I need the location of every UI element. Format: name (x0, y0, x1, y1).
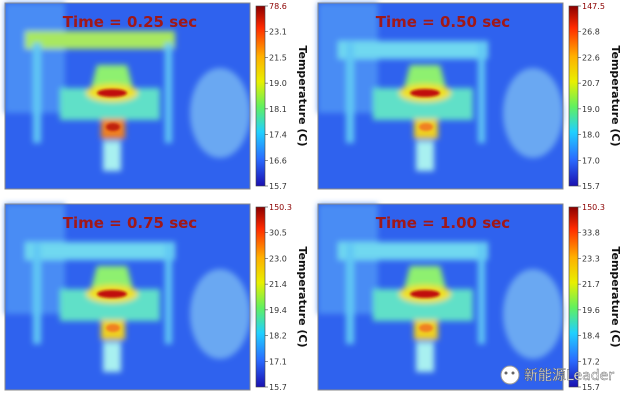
colorbar-tick-label: 21.5 (269, 53, 287, 62)
colorbar-tick-label: 19.0 (269, 79, 287, 88)
left-post (33, 244, 41, 344)
right-post (478, 43, 485, 143)
fixture (404, 266, 446, 289)
colorbar-tick-label: 19.6 (582, 306, 600, 315)
colorbar-label: Temperature (C) (296, 45, 309, 146)
colorbar-tick-label: 23.0 (269, 254, 287, 263)
colorbar-tick-label: 30.5 (269, 229, 287, 238)
colorbar-tick-label: 16.6 (269, 156, 287, 165)
colorbar-tick-label: 18.0 (582, 131, 600, 140)
colorbar-tick-label: 15.7 (269, 182, 287, 191)
colorbar-tick-label: 33.8 (582, 229, 600, 238)
image-frame (4, 2, 251, 190)
panel: Time = 0.75 sec 150.3 30.5 23.0 21.4 19.4 18.2… (4, 203, 309, 392)
colorbar-tick-label: 22.6 (582, 53, 600, 62)
thermal-image (317, 2, 564, 190)
base (416, 141, 434, 171)
colorbar-tick-label: 17.4 (269, 131, 287, 140)
core-lower (106, 123, 120, 131)
scene (318, 3, 563, 171)
colorbar-tick-label: 18.1 (269, 105, 287, 114)
colorbar-tick-label: 18.4 (582, 332, 600, 341)
upper-shelf (338, 41, 488, 59)
time-label: Time = 0.75 sec (63, 214, 197, 232)
right-post (478, 244, 485, 344)
core (97, 89, 127, 97)
core (410, 89, 440, 97)
watermark-text: 新能源Leader (524, 368, 614, 384)
colorbar-label: Temperature (C) (609, 45, 622, 146)
colorbar (568, 206, 579, 388)
hot-core (97, 89, 127, 131)
thermal-image (317, 203, 564, 391)
core (97, 290, 127, 298)
fixture (404, 65, 446, 88)
colorbar-tick-label: 15.7 (582, 182, 600, 191)
colorbar-tick-label: 150.3 (269, 203, 292, 212)
cloth (503, 269, 563, 359)
colorbar-tick-label: 17.1 (269, 357, 287, 366)
colorbar-tick-label: 20.7 (582, 79, 600, 88)
thermal-image (4, 2, 251, 190)
colorbar-label: Temperature (C) (609, 246, 622, 347)
image-frame (317, 2, 564, 190)
panel: Time = 1.00 sec 150.3 33.8 23.3 21.7 19.6 18.4… (317, 203, 622, 392)
cloth (190, 269, 250, 359)
base (103, 141, 121, 171)
cloth (190, 68, 250, 158)
panel: Time = 0.25 sec 78.6 23.1 21.5 19.0 18.1 17.4 1… (4, 2, 309, 191)
colorbar-tick-label: 23.3 (582, 254, 600, 263)
thermal-image (4, 203, 251, 391)
colorbar-tick-label: 19.4 (269, 306, 287, 315)
time-label: Time = 0.25 sec (63, 13, 197, 31)
colorbar-tick-label: 15.7 (269, 383, 287, 392)
scene (5, 204, 250, 372)
left-post (33, 43, 41, 143)
colorbar-tick-label: 17.0 (582, 156, 600, 165)
colorbar-tick-label: 150.3 (582, 203, 605, 212)
colorbar-tick-label: 26.8 (582, 28, 600, 37)
base (103, 342, 121, 372)
upper-shelf (25, 31, 175, 49)
colorbar-tick-label: 18.2 (269, 332, 287, 341)
colorbar-tick-label: 21.7 (582, 280, 600, 289)
upper-shelf (25, 242, 175, 260)
upper-shelf (338, 242, 488, 260)
image-frame (4, 203, 251, 391)
core-lower (106, 324, 120, 332)
left-post (346, 244, 354, 344)
colorbar-tick-label: 23.1 (269, 28, 287, 37)
right-post (165, 244, 172, 344)
left-post (346, 43, 354, 143)
hot-core (410, 290, 440, 332)
time-label: Time = 1.00 sec (376, 214, 510, 232)
panel: Time = 0.50 sec 147.5 26.8 22.6 20.7 19.0 18.0… (317, 2, 622, 191)
hot-core (97, 290, 127, 332)
base (416, 342, 434, 372)
colorbar-tick-label: 78.6 (269, 2, 287, 11)
colorbar-tick-label: 15.7 (582, 383, 600, 392)
cloth (503, 68, 563, 158)
colorbar (255, 5, 266, 187)
core-lower (419, 324, 433, 332)
core (410, 290, 440, 298)
colorbar-tick-label: 21.4 (269, 280, 287, 289)
core-lower (419, 123, 433, 131)
fixture (91, 65, 133, 88)
colorbar-tick-label: 147.5 (582, 2, 605, 11)
watermark: 新能源Leader (500, 365, 614, 385)
image-frame (317, 203, 564, 391)
fixture (91, 266, 133, 289)
time-label: Time = 0.50 sec (376, 13, 510, 31)
right-post (165, 43, 172, 143)
colorbar (255, 206, 266, 388)
colorbar-tick-label: 19.0 (582, 105, 600, 114)
colorbar-label: Temperature (C) (296, 246, 309, 347)
scene (318, 204, 563, 372)
colorbar-tick-label: 17.2 (582, 357, 600, 366)
hot-core (410, 89, 440, 131)
colorbar (568, 5, 579, 187)
